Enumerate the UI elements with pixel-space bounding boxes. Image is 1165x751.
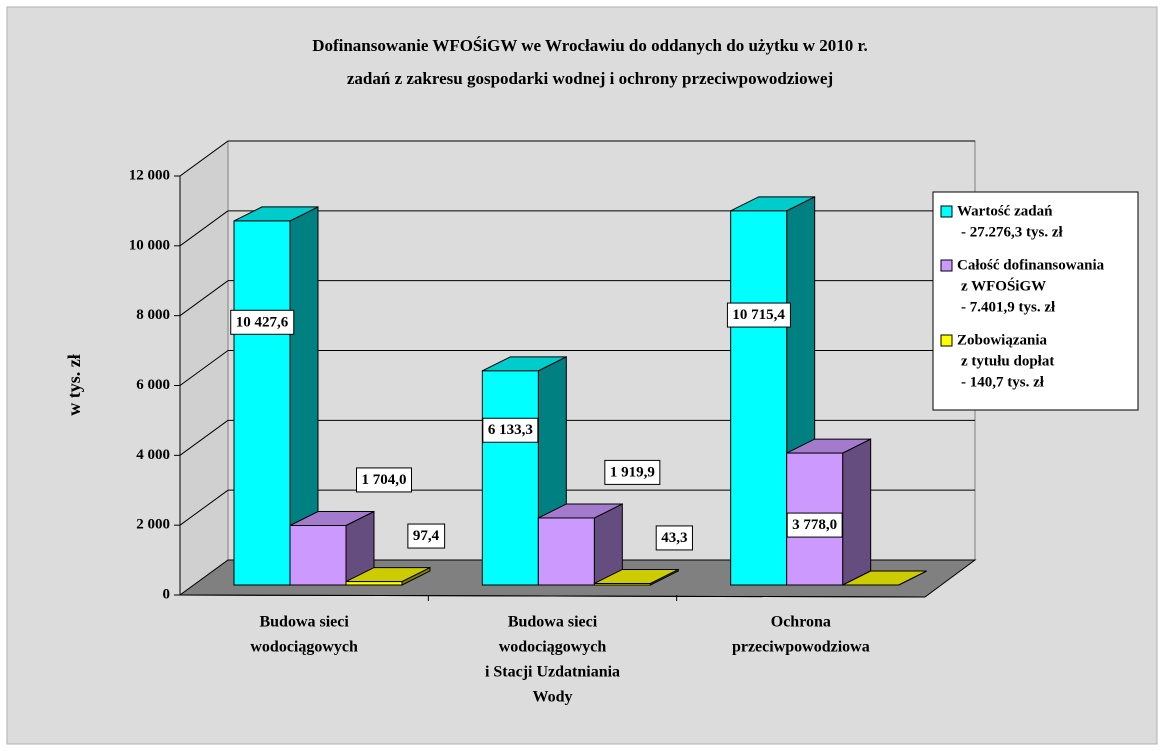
y-tick-label: 2 000 — [136, 517, 170, 533]
grid-line — [179, 280, 229, 317]
data-label-box — [726, 302, 791, 328]
grid-line — [179, 350, 229, 386]
bar — [842, 570, 927, 586]
bar-side — [842, 438, 872, 586]
y-tick-label: 6 000 — [136, 377, 170, 393]
bar-top — [842, 570, 927, 586]
data-label: 3 778,0 — [792, 517, 837, 533]
data-label-box — [356, 467, 412, 493]
chart-title: zadań z zakresu gospodarki wodnej i ochr… — [347, 69, 833, 88]
legend — [932, 191, 1139, 411]
grid-line — [179, 489, 229, 526]
y-tick-label: 0 — [163, 586, 171, 602]
legend-swatch — [940, 205, 953, 218]
y-tick-label: 4 000 — [136, 447, 170, 463]
legend-swatch — [940, 259, 953, 272]
bar — [233, 206, 319, 586]
x-tick-label: i Stacji Uzdatniania — [485, 664, 620, 681]
bar-front — [345, 581, 403, 586]
data-label-box — [655, 525, 693, 551]
x-tick-label: Budowa sieci — [259, 614, 349, 631]
data-label: 10 715,4 — [732, 307, 785, 323]
data-label: 1 704,0 — [362, 472, 407, 488]
y-axis-label: w tys. zł — [64, 354, 84, 416]
data-label-box — [604, 459, 661, 485]
x-tick-label: wodociągowych — [499, 639, 607, 656]
legend-swatch — [940, 334, 953, 347]
bar — [593, 568, 679, 586]
grid-line — [179, 210, 229, 247]
bar-front — [289, 525, 347, 586]
legend-label: z WFOŚiGW — [961, 277, 1046, 294]
legend-label: - 7.401,9 tys. zł — [961, 299, 1056, 315]
x-axis — [179, 594, 926, 598]
x-tick-label: Ochrona — [771, 614, 831, 631]
y-tick-label: 8 000 — [136, 307, 170, 323]
grid-line — [179, 140, 229, 177]
bar — [345, 566, 431, 586]
data-label-box — [407, 523, 446, 549]
legend-label: Wartość zadań — [957, 203, 1053, 219]
legend-label: Zobowiązania — [957, 332, 1048, 348]
chart-title: Dofinansowanie WFOŚiGW we Wrocławiu do o… — [312, 36, 868, 55]
bar — [289, 510, 375, 586]
data-label-box — [230, 309, 295, 335]
bar-front — [730, 210, 788, 586]
data-label-box — [482, 417, 539, 443]
bar-front — [537, 517, 595, 586]
bar-front — [233, 220, 291, 586]
legend-label: z tytułu dopłat — [961, 353, 1054, 369]
x-tick-label: wodociągowych — [250, 639, 358, 656]
x-tick-label: Wody — [532, 689, 572, 706]
data-label: 97,4 — [413, 528, 440, 544]
x-tick-label: Budowa sieci — [508, 614, 598, 631]
grid-line — [179, 419, 229, 456]
data-label: 6 133,3 — [488, 422, 533, 438]
legend-label: - 140,7 tys. zł — [961, 374, 1045, 390]
data-label: 43,3 — [661, 530, 687, 546]
legend-label: - 27.276,3 tys. zł — [961, 224, 1063, 240]
data-label-box — [786, 512, 843, 538]
data-label: 10 427,6 — [236, 314, 289, 330]
data-label: 1 919,9 — [610, 464, 655, 480]
bar-front — [481, 370, 539, 586]
bar-front — [593, 582, 651, 586]
bar — [786, 438, 872, 586]
bar — [537, 503, 623, 586]
y-tick-label: 10 000 — [129, 237, 170, 253]
y-tick-label: 12 000 — [129, 167, 170, 183]
legend-label: Całość dofinansowania — [957, 257, 1105, 273]
x-tick-label: przeciwpowodziowa — [732, 639, 870, 656]
